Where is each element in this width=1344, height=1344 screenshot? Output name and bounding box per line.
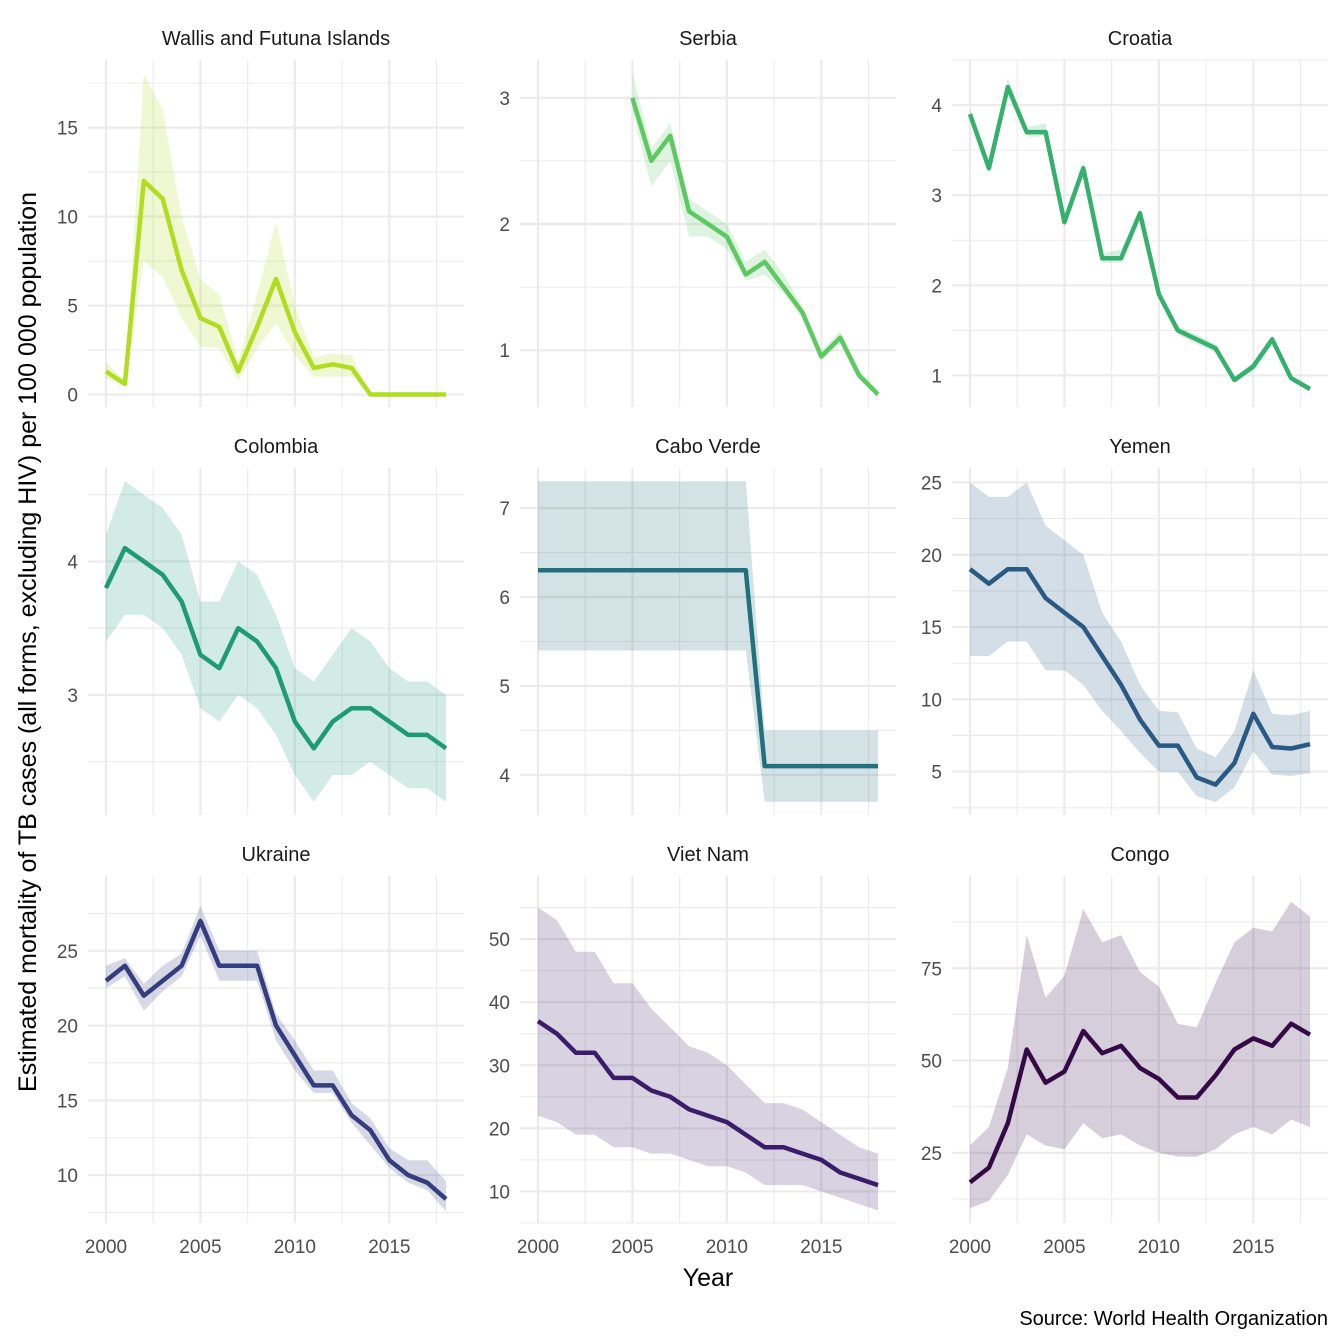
x-tick-label: 2000 xyxy=(949,1237,991,1258)
panel-wallis-and-futuna-islands: Wallis and Futuna Islands 0 5 10 15 xyxy=(57,28,464,407)
y-tick-label: 5 xyxy=(931,763,942,784)
y-tick-label: 25 xyxy=(921,473,942,494)
series-line xyxy=(538,568,878,769)
x-tick-label: 2005 xyxy=(611,1237,653,1258)
y-tick-label: 15 xyxy=(921,618,942,639)
x-tick-label: 2015 xyxy=(800,1237,842,1258)
y-tick-label: 2 xyxy=(499,215,510,236)
y-tick-label: 3 xyxy=(67,686,78,707)
x-tick-label: 2000 xyxy=(517,1237,559,1258)
panel-title: Colombia xyxy=(234,436,319,458)
panel-colombia: Colombia 3 4 xyxy=(67,436,464,815)
y-tick-label: 3 xyxy=(499,89,510,110)
panel-yemen: Yemen 5 10 15 20 25 xyxy=(921,436,1328,815)
panel-croatia: Croatia 1 2 3 4 xyxy=(931,28,1328,407)
series-line xyxy=(104,178,446,397)
y-tick-label: 1 xyxy=(499,341,510,362)
x-tick-label: 2015 xyxy=(1232,1237,1274,1258)
panel-ukraine: Ukraine 10 15 20 25 2000 2005 2010 2015 xyxy=(57,844,464,1258)
panel-title: Viet Nam xyxy=(667,844,749,866)
y-tick-label: 25 xyxy=(921,1144,942,1165)
x-tick-label: 2000 xyxy=(85,1237,127,1258)
y-tick-label: 10 xyxy=(57,208,78,229)
y-axis-title: Estimated mortality of TB cases (all for… xyxy=(14,192,42,1092)
y-tick-label: 5 xyxy=(67,297,78,318)
series-line xyxy=(536,1019,879,1188)
x-tick-label: 2005 xyxy=(179,1237,221,1258)
x-tick-label: 2005 xyxy=(1043,1237,1085,1258)
x-tick-label: 2015 xyxy=(368,1237,410,1258)
panel-title: Yemen xyxy=(1109,436,1171,458)
y-tick-label: 4 xyxy=(67,552,78,573)
y-tick-label: 0 xyxy=(67,386,78,407)
y-tick-label: 50 xyxy=(489,930,510,951)
uncertainty-band xyxy=(106,481,446,802)
series-line xyxy=(968,566,1311,787)
panel-title: Serbia xyxy=(679,28,738,50)
uncertainty-band xyxy=(538,481,878,802)
uncertainty-band xyxy=(106,74,446,395)
y-tick-label: 10 xyxy=(57,1166,78,1187)
series-line xyxy=(630,97,880,396)
series-line xyxy=(104,918,448,1201)
panel-title: Congo xyxy=(1111,844,1170,866)
x-tick-label: 2010 xyxy=(1138,1237,1180,1258)
panel-title: Cabo Verde xyxy=(655,436,761,458)
panel-title: Ukraine xyxy=(242,844,311,866)
y-tick-label: 4 xyxy=(499,766,510,787)
y-tick-label: 15 xyxy=(57,119,78,140)
y-tick-label: 7 xyxy=(499,499,510,520)
x-axis-title: Year xyxy=(683,1264,734,1292)
y-tick-label: 4 xyxy=(931,96,942,117)
uncertainty-band xyxy=(970,901,1310,1209)
panel-viet-nam: Viet Nam 10 20 30 40 50 2000 2005 2010 2015 xyxy=(489,844,896,1258)
series-line xyxy=(103,545,448,751)
y-tick-label: 20 xyxy=(57,1017,78,1038)
panel-title: Croatia xyxy=(1108,28,1173,50)
y-tick-label: 1 xyxy=(931,366,942,387)
uncertainty-band xyxy=(970,482,1310,802)
x-tick-label: 2010 xyxy=(274,1237,316,1258)
uncertainty-band xyxy=(538,907,878,1211)
y-tick-label: 6 xyxy=(499,588,510,609)
y-tick-label: 15 xyxy=(57,1091,78,1112)
y-tick-label: 40 xyxy=(489,993,510,1014)
uncertainty-band xyxy=(970,78,1310,392)
y-tick-label: 10 xyxy=(489,1182,510,1203)
y-tick-label: 5 xyxy=(499,677,510,698)
x-tick-label: 2010 xyxy=(706,1237,748,1258)
y-tick-label: 3 xyxy=(931,186,942,207)
y-tick-label: 50 xyxy=(921,1052,942,1073)
y-tick-label: 20 xyxy=(921,546,942,567)
y-tick-label: 25 xyxy=(57,942,78,963)
y-tick-label: 20 xyxy=(489,1119,510,1140)
caption: Source: World Health Organization xyxy=(1019,1308,1328,1330)
series-line xyxy=(968,1021,1312,1185)
y-tick-label: 75 xyxy=(921,959,942,980)
y-tick-label: 30 xyxy=(489,1056,510,1077)
panel-cabo-verde: Cabo Verde 4 5 6 7 xyxy=(499,436,896,815)
panel-congo: Congo 25 50 75 2000 2005 2010 2015 xyxy=(921,844,1328,1258)
y-tick-label: 2 xyxy=(931,276,942,297)
uncertainty-band xyxy=(106,905,446,1211)
panel-title: Wallis and Futuna Islands xyxy=(162,28,390,50)
series-line xyxy=(967,84,1312,391)
y-tick-label: 10 xyxy=(921,690,942,711)
panel-serbia: Serbia 1 2 3 xyxy=(499,28,896,407)
